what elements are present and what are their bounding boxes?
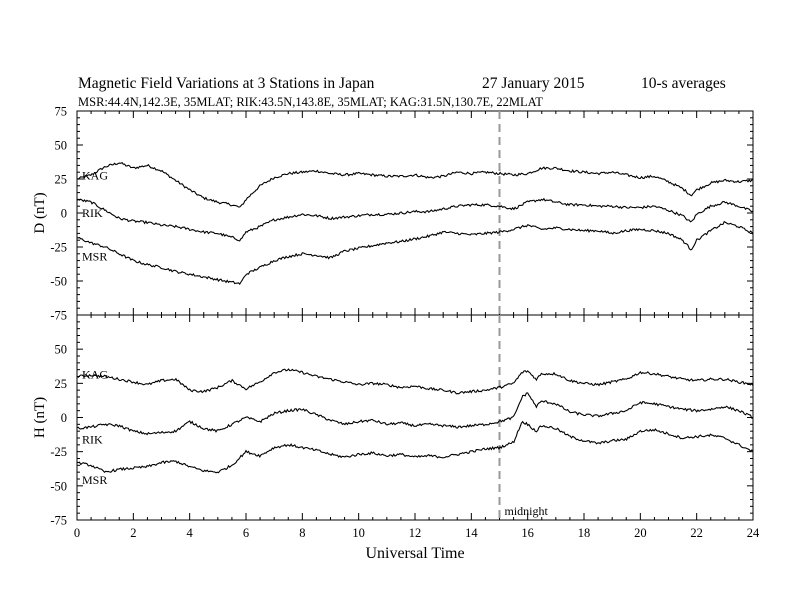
series-label-msr: MSR <box>82 250 107 264</box>
series-line-msr <box>76 420 754 474</box>
y-tick-label: 25 <box>55 173 68 187</box>
y-tick-label: 0 <box>61 207 67 221</box>
figure-date: 27 January 2015 <box>482 75 585 92</box>
x-tick-label: 14 <box>465 526 478 540</box>
series-line-msr <box>76 220 754 285</box>
stations-info: MSR:44.4N,142.3E, 35MLAT; RIK:43.5N,143.… <box>78 95 543 109</box>
y-tick-label: 25 <box>55 377 68 391</box>
y-tick-label: -25 <box>50 445 67 459</box>
y-tick-label: 75 <box>55 105 68 119</box>
x-tick-label: 12 <box>409 526 422 540</box>
y-tick-label: 0 <box>61 411 67 425</box>
annotation-midnight: midnight <box>505 504 549 518</box>
plot-panels: 75 50 25 0 -25 -50 -75 D (nT) KAG RIK MSR 50 25 0 -25 -… <box>32 105 760 563</box>
x-tick-label: 6 <box>243 526 249 540</box>
x-tick-label: 2 <box>130 526 136 540</box>
x-tick-label: 18 <box>578 526 591 540</box>
y-tick-label: -50 <box>50 275 67 289</box>
x-tick-label: 8 <box>299 526 305 540</box>
plot-frame <box>76 314 754 521</box>
y-tick-label: -75 <box>50 514 67 528</box>
series-label-kag: KAG <box>82 169 108 183</box>
x-tick-label: 22 <box>690 526 703 540</box>
y-tick-label: 50 <box>55 343 68 357</box>
plot-frame <box>76 110 754 316</box>
figure-averaging: 10-s averages <box>641 75 726 92</box>
series-label-rik: RIK <box>82 433 103 447</box>
x-tick-label: 4 <box>187 526 194 540</box>
y-axis-label: D (nT) <box>32 192 48 233</box>
series-line-kag <box>76 161 754 208</box>
y-tick-label: -75 <box>50 309 67 323</box>
x-tick-label: 20 <box>634 526 647 540</box>
series-line-rik <box>76 392 754 436</box>
y-tick-label: -25 <box>50 241 67 255</box>
x-tick-label: 16 <box>521 526 534 540</box>
series-line-kag <box>76 368 754 395</box>
x-tick-label: 0 <box>74 526 80 540</box>
x-axis-label: Universal Time <box>365 545 464 562</box>
x-tick-label: 24 <box>747 526 760 540</box>
y-tick-label: -50 <box>50 479 67 493</box>
figure-title: Magnetic Field Variations at 3 Stations … <box>78 75 375 92</box>
panel-d-component: 75 50 25 0 -25 -50 -75 D (nT) KAG RIK MSR <box>32 105 754 323</box>
series-label-rik: RIK <box>82 206 103 220</box>
x-tick-label: 10 <box>352 526 365 540</box>
y-tick-label: 50 <box>55 139 68 153</box>
y-axis-label: H (nT) <box>32 397 48 438</box>
series-line-rik <box>76 197 754 242</box>
series-label-kag: KAG <box>82 368 108 382</box>
series-label-msr: MSR <box>82 473 107 487</box>
